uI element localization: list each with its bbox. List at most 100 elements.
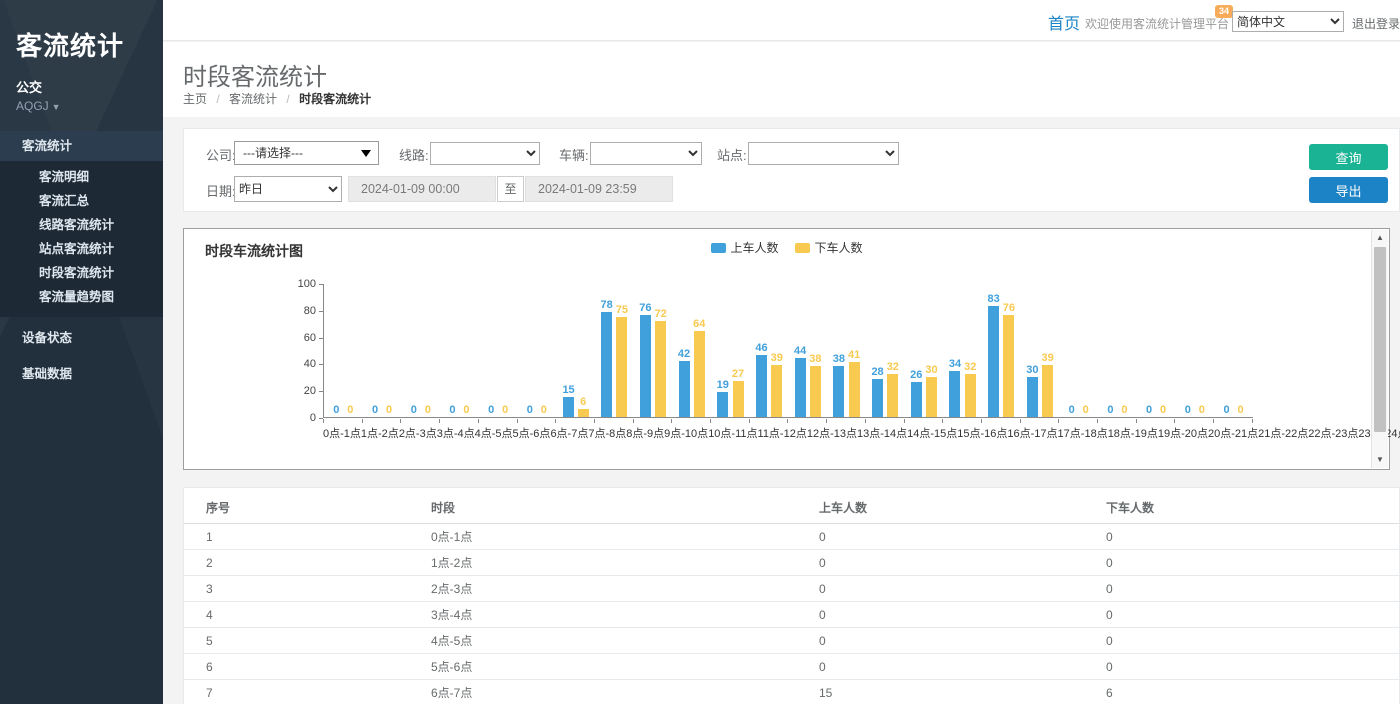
- sidebar-item-passenger-stats[interactable]: 客流统计: [0, 131, 163, 161]
- language-select[interactable]: 简体中文: [1232, 11, 1344, 32]
- bar-value-label: 26: [910, 369, 923, 382]
- bar: [639, 315, 651, 417]
- bar: [887, 374, 899, 417]
- bar: [1003, 315, 1015, 417]
- table-header: 序号 时段 上车人数 下车人数: [184, 488, 1399, 524]
- cell-period: 2点-3点: [431, 582, 473, 596]
- bar-group: 19 27: [711, 284, 750, 417]
- date-preset-select[interactable]: 昨日: [234, 176, 342, 202]
- x-axis-label: 6点-7点: [550, 428, 589, 440]
- bar-value-label: 15: [562, 383, 575, 396]
- bar-group: 34 32: [943, 284, 982, 417]
- bar-value-label: 34: [948, 358, 962, 371]
- org-selector[interactable]: AQGJ ▼: [0, 96, 163, 113]
- date-to-input[interactable]: 2024-01-09 23:59: [525, 176, 673, 202]
- breadcrumb-separator: /: [286, 92, 290, 106]
- sidebar: 客流统计 公交 AQGJ ▼ 客流统计 客流明细 客流汇总 线路客流统计 站点客流…: [0, 0, 163, 704]
- logout-link[interactable]: 退出登录: [1352, 17, 1400, 31]
- col-header-period: 时段: [431, 501, 456, 515]
- x-axis-label: 12点-13点: [806, 428, 857, 440]
- bar-value-label: 0: [526, 404, 533, 416]
- legend-item-boarding[interactable]: 上车人数: [710, 239, 779, 256]
- chart-scrollbar[interactable]: ▲ ▼: [1371, 230, 1388, 468]
- chart-legend: 上车人数 下车人数: [710, 239, 863, 256]
- sidebar-item-trend-chart[interactable]: 客流量趋势图: [39, 290, 115, 304]
- scrollbar-thumb[interactable]: [1374, 247, 1386, 432]
- chart-title: 时段车流统计图: [205, 243, 303, 259]
- sidebar-item-passenger-summary[interactable]: 客流汇总: [39, 194, 90, 208]
- x-axis-label: 21点-22点: [1258, 428, 1309, 440]
- cell-period: 1点-2点: [431, 556, 473, 570]
- bar-value-label: 0: [385, 404, 393, 416]
- station-select[interactable]: [748, 142, 899, 165]
- legend-label: 下车人数: [814, 241, 863, 255]
- bar: [616, 316, 628, 417]
- notification-badge[interactable]: 34: [1215, 5, 1234, 18]
- data-table: 序号 时段 上车人数 下车人数 1 0点-1点 0 0 2 1点-2点 0 0 …: [183, 487, 1400, 704]
- bar-value-label: 0: [1121, 404, 1128, 416]
- company-select[interactable]: ---请选择---: [234, 141, 379, 165]
- sidebar-submenu: 客流明细 客流汇总 线路客流统计 站点客流统计 时段客流统计 客流量趋势图: [0, 161, 163, 317]
- x-axis-label: 11点-12点: [757, 428, 807, 440]
- scrollbar-down-arrow-icon[interactable]: ▼: [1376, 455, 1384, 464]
- y-axis-label: 60: [303, 331, 316, 344]
- cell-boarding: 15: [819, 686, 833, 700]
- y-axis-label: 100: [297, 278, 316, 290]
- x-axis-label: 16点-17点: [1007, 428, 1058, 440]
- bar-value-label: 0: [410, 404, 417, 416]
- sidebar-item-passenger-detail[interactable]: 客流明细: [39, 170, 90, 184]
- table-row: 1 0点-1点 0 0: [184, 524, 1399, 550]
- home-link[interactable]: 首页: [1048, 16, 1081, 33]
- bar: [926, 376, 938, 417]
- bar-group: 83 76: [982, 284, 1021, 417]
- sidebar-item-period-stats[interactable]: 时段客流统计: [39, 266, 115, 280]
- bar-value-label: 38: [809, 353, 822, 366]
- bar-value-label: 0: [540, 404, 547, 416]
- cell-alighting: 0: [1106, 608, 1113, 622]
- export-button[interactable]: 导出: [1309, 177, 1388, 203]
- vehicle-select[interactable]: [590, 142, 702, 165]
- x-axis-label: 2点-3点: [398, 428, 437, 440]
- bar-value-label: 6: [580, 395, 587, 408]
- sidebar-item-station-stats[interactable]: 站点客流统计: [39, 242, 115, 256]
- bar-value-label: 32: [886, 361, 899, 374]
- y-axis-label: 80: [303, 304, 316, 317]
- query-button[interactable]: 查询: [1309, 144, 1388, 170]
- bar-group: 42 64: [672, 284, 711, 417]
- breadcrumb-separator: /: [216, 92, 220, 106]
- cell-alighting: 6: [1106, 686, 1113, 700]
- bar: [988, 305, 1000, 417]
- breadcrumb-home[interactable]: 主页: [183, 92, 208, 106]
- table-row: 7 6点-7点 15 6: [184, 680, 1399, 704]
- bar-value-label: 39: [770, 351, 783, 364]
- date-from-input[interactable]: 2024-01-09 00:00: [348, 176, 496, 202]
- breadcrumb-passenger-stats[interactable]: 客流统计: [229, 92, 278, 106]
- bar: [771, 364, 783, 417]
- app-logo: 客流统计: [16, 31, 125, 61]
- bar-value-label: 0: [333, 404, 340, 416]
- bar-group: 26 30: [905, 284, 944, 417]
- bar-value-label: 41: [847, 349, 861, 362]
- scrollbar-up-arrow-icon[interactable]: ▲: [1376, 233, 1384, 242]
- cell-boarding: 0: [819, 634, 826, 648]
- x-axis-label: 4点-5点: [474, 428, 513, 440]
- cell-index: 1: [206, 530, 213, 544]
- table-row: 2 1点-2点 0 0: [184, 550, 1399, 576]
- legend-item-alighting[interactable]: 下车人数: [794, 239, 863, 256]
- cell-alighting: 0: [1106, 582, 1113, 596]
- sidebar-item-base-data[interactable]: 基础数据: [22, 367, 73, 381]
- cell-alighting: 0: [1106, 660, 1113, 674]
- sidebar-item-line-stats[interactable]: 线路客流统计: [39, 218, 115, 232]
- cell-index: 2: [206, 556, 213, 570]
- bar-value-label: 0: [1184, 404, 1191, 416]
- table-row: 3 2点-3点 0 0: [184, 576, 1399, 602]
- sidebar-item-device-status[interactable]: 设备状态: [22, 331, 73, 345]
- col-header-index: 序号: [206, 501, 231, 515]
- bar: [872, 379, 884, 417]
- line-select[interactable]: [430, 142, 540, 165]
- cell-period: 4点-5点: [431, 634, 473, 648]
